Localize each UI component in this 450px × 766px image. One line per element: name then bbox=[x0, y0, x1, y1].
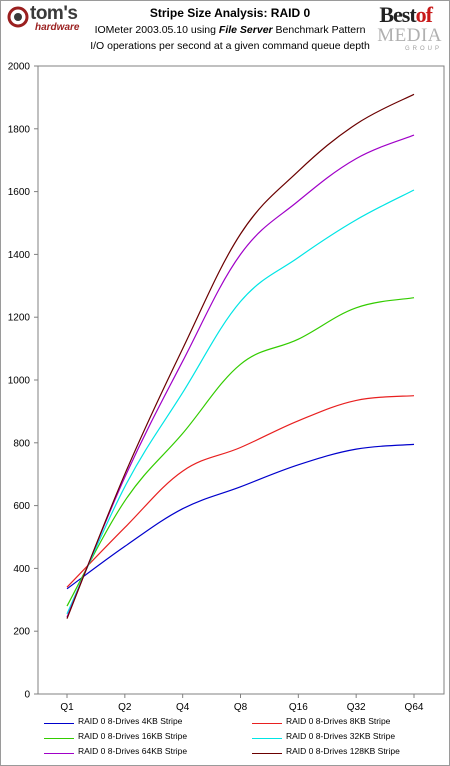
logo-media: MEDIA bbox=[377, 25, 442, 46]
legend-label: RAID 0 8-Drives 32KB Stripe bbox=[286, 731, 396, 741]
legend-label: RAID 0 8-Drives 8KB Stripe bbox=[286, 716, 391, 726]
series-line-4 bbox=[66, 189, 415, 615]
x-tick-label: Q32 bbox=[347, 702, 366, 712]
toms-hardware-logo: tom's hardware bbox=[4, 3, 94, 43]
legend-swatch bbox=[252, 723, 282, 724]
y-tick-label: 200 bbox=[13, 627, 30, 638]
series-line-2 bbox=[66, 395, 415, 588]
logo-toms-text: tom's bbox=[30, 3, 78, 24]
chart-header: tom's hardware Stripe Size Analysis: RAI… bbox=[0, 0, 450, 58]
line-chart: 0 200 400 600 800 1000 1200 1400 1600 1800 2000 Q1 Q… bbox=[8, 62, 445, 712]
toms-hardware-swirl-icon bbox=[7, 6, 29, 28]
legend-swatch bbox=[44, 723, 74, 724]
x-tick-label: Q4 bbox=[176, 702, 190, 712]
logo-best: Best bbox=[379, 2, 416, 27]
y-tick-label: 1000 bbox=[8, 376, 31, 387]
best-of-media-logo: Bestof MEDIA GROUP bbox=[377, 2, 444, 58]
y-tick-label: 1600 bbox=[8, 187, 31, 198]
plot-area bbox=[37, 65, 445, 695]
x-tick-label: Q1 bbox=[60, 702, 74, 712]
subtitle-pattern: File Server bbox=[218, 24, 273, 36]
logo-of: of bbox=[415, 2, 433, 27]
series-line-6 bbox=[66, 93, 415, 619]
series-line-3 bbox=[66, 297, 415, 607]
y-tick-label: 2000 bbox=[8, 62, 31, 73]
legend-label: RAID 0 8-Drives 128KB Stripe bbox=[286, 746, 400, 756]
chart-legend: RAID 0 8-Drives 4KB Stripe RAID 0 8-Drive… bbox=[0, 712, 450, 762]
x-tick-label: Q8 bbox=[234, 702, 248, 712]
chart-title: Stripe Size Analysis: RAID 0 bbox=[149, 6, 311, 20]
chart-subtitle: IOMeter 2003.05.10 using File Server Ben… bbox=[80, 24, 380, 36]
logo-hardware-text: hardware bbox=[35, 22, 80, 33]
y-tick-label: 0 bbox=[24, 690, 30, 701]
x-tick-label: Q64 bbox=[405, 702, 424, 712]
y-tick-label: 1200 bbox=[8, 313, 31, 324]
legend-label: RAID 0 8-Drives 4KB Stripe bbox=[78, 716, 183, 726]
series-line-1 bbox=[66, 443, 415, 590]
logo-group: GROUP bbox=[404, 46, 442, 52]
legend-label: RAID 0 8-Drives 64KB Stripe bbox=[78, 746, 188, 756]
y-tick-label: 800 bbox=[13, 438, 30, 449]
y-tick-label: 400 bbox=[13, 564, 30, 575]
chart-subtitle-2: I/O operations per second at a given com… bbox=[90, 40, 370, 52]
legend-swatch bbox=[44, 753, 74, 754]
series-line-5 bbox=[66, 134, 415, 618]
legend-swatch bbox=[44, 738, 74, 739]
legend-swatch bbox=[252, 738, 282, 739]
legend-swatch bbox=[252, 753, 282, 754]
logo-best-of: Bestof bbox=[379, 2, 433, 28]
subtitle-suffix: Benchmark Pattern bbox=[272, 24, 366, 36]
x-tick-label: Q16 bbox=[289, 702, 308, 712]
x-tick-label: Q2 bbox=[118, 702, 132, 712]
legend-label: RAID 0 8-Drives 16KB Stripe bbox=[78, 731, 188, 741]
y-tick-label: 600 bbox=[13, 501, 30, 512]
subtitle-prefix: IOMeter 2003.05.10 using bbox=[94, 24, 219, 36]
y-tick-label: 1400 bbox=[8, 250, 31, 261]
y-tick-label: 1800 bbox=[8, 124, 31, 135]
